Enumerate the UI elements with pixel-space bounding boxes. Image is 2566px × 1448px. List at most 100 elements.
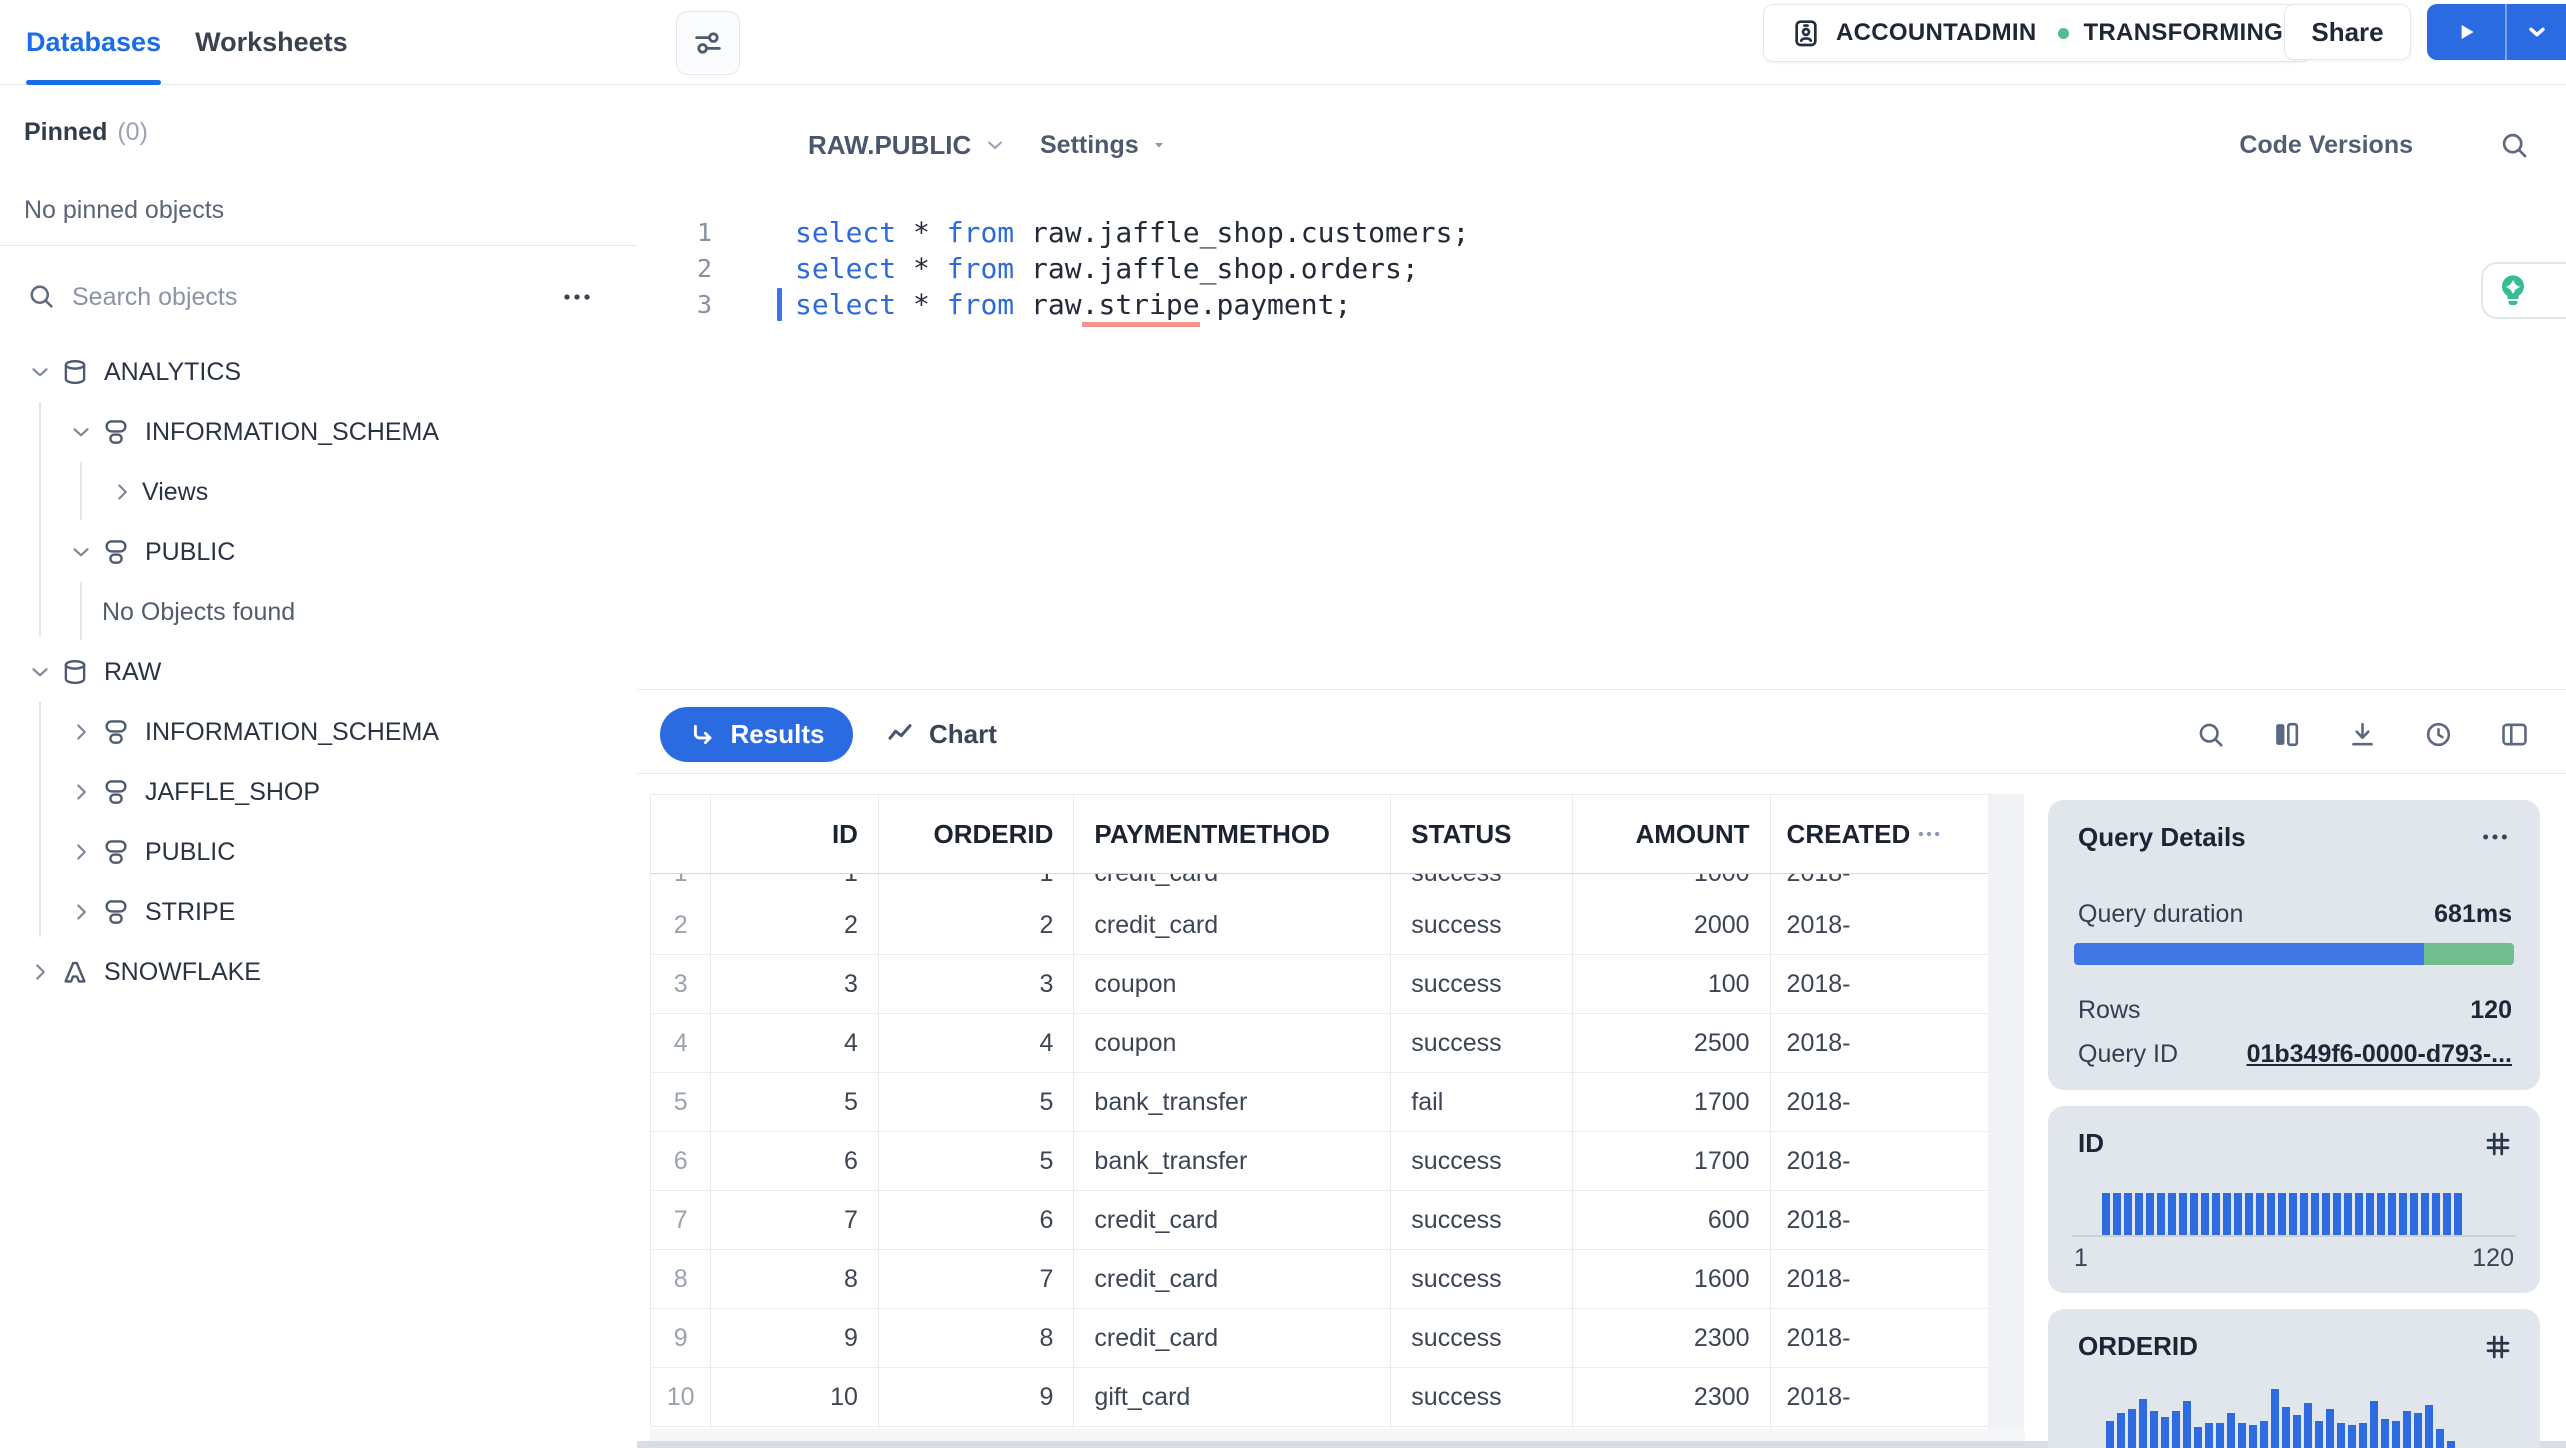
table-cell: 2018- (1786, 1087, 1851, 1116)
table-cell: 2300 (1573, 1368, 1771, 1426)
table-cell: success (1391, 1014, 1574, 1072)
app-icon (60, 957, 90, 987)
table-vertical-scrollbar[interactable] (1988, 794, 2024, 1430)
results-layout-button[interactable] (2492, 704, 2536, 764)
results-download-button[interactable] (2340, 704, 2384, 764)
database-schema-label: RAW.PUBLIC (808, 129, 972, 160)
settings-label: Settings (1040, 130, 1139, 159)
table-row[interactable]: 5 5 5 bank_transfer fail 1700 2018- (651, 1073, 1988, 1132)
editor-search-icon[interactable] (2498, 129, 2530, 161)
database-schema-selector[interactable]: RAW.PUBLIC (808, 118, 1007, 172)
line-number: 3 (696, 290, 712, 319)
share-button[interactable]: Share (2284, 4, 2411, 60)
table-row[interactable]: 2 2 2 credit_card success 2000 2018- (651, 896, 1988, 955)
table-row[interactable]: 4 4 4 coupon success 2500 2018- (651, 1014, 1988, 1073)
chevron-right-icon (61, 832, 101, 872)
settings-dropdown[interactable]: Settings (1040, 118, 1167, 172)
query-duration-row: Query duration 681ms (2078, 900, 2512, 929)
code-line[interactable]: 2 select * from raw.jaffle_shop.orders; (637, 251, 2476, 287)
table-header-cell: ORDERID (879, 795, 1075, 873)
worksheet-options-button[interactable] (676, 11, 740, 75)
query-id-link[interactable]: 01b349f6-0000-d793-... (2246, 1040, 2512, 1068)
query-details-title: Query Details (2078, 822, 2246, 852)
histogram-bar (2359, 1423, 2367, 1448)
results-history-button[interactable] (2416, 704, 2460, 764)
tree-item-stripe[interactable]: STRIPE (0, 882, 637, 942)
tree-item-views[interactable]: Views (0, 462, 637, 522)
chevron-down-icon (20, 352, 60, 392)
code-line[interactable]: 1 select * from raw.jaffle_shop.customers… (637, 215, 2476, 251)
pinned-label: Pinned (24, 117, 108, 146)
table-row[interactable]: 10 10 9 gift_card success 2300 2018- (651, 1368, 1988, 1427)
table-cell: 2 (651, 896, 712, 954)
table-cell: bank_transfer (1074, 1073, 1392, 1131)
table-row[interactable]: 7 7 6 credit_card success 600 2018- (651, 1191, 1988, 1250)
run-options-button[interactable] (2505, 4, 2566, 60)
table-cell: 1700 (1573, 1073, 1771, 1131)
table-row[interactable]: 8 8 7 credit_card success 1600 2018- (651, 1250, 1988, 1309)
hash-icon[interactable] (2482, 1331, 2514, 1363)
run-button[interactable] (2427, 4, 2505, 60)
table-cell: 6 (651, 1132, 712, 1190)
more-options-icon[interactable] (2478, 822, 2512, 852)
sidebar-tab-databases[interactable]: Databases (26, 0, 162, 85)
sidebar-divider (0, 245, 637, 246)
tree-item-label: SNOWFLAKE (104, 957, 261, 986)
table-cell: 9 (651, 1309, 712, 1367)
line-chart-icon (885, 720, 915, 750)
tree-item-information-schema[interactable]: INFORMATION_SCHEMA (0, 402, 637, 462)
histogram-bar (2348, 1425, 2356, 1448)
results-search-button[interactable] (2188, 704, 2232, 764)
histogram-bar (2278, 1193, 2286, 1235)
orderid-histogram[interactable] (2106, 1389, 2455, 1448)
tree-item-raw[interactable]: RAW (0, 642, 637, 702)
histogram-bar (2161, 1417, 2169, 1448)
top-toolbar: ACCOUNTADMIN TRANSFORMING Share (637, 0, 2566, 85)
tree-item-information-schema[interactable]: INFORMATION_SCHEMA (0, 702, 637, 762)
table-cell: 3 (711, 955, 879, 1013)
histogram-bar (2183, 1401, 2191, 1448)
tab-results[interactable]: Results (660, 707, 853, 762)
sidebar-tab-worksheets[interactable]: Worksheets (195, 0, 348, 84)
id-histogram[interactable] (2102, 1193, 2462, 1235)
tree-item-snowflake[interactable]: SNOWFLAKE (0, 942, 637, 1002)
histogram-bar (2355, 1193, 2363, 1235)
caret-down-icon (1151, 137, 1167, 153)
table-header-cell: ID (711, 795, 879, 873)
histogram-bar (2344, 1193, 2352, 1235)
more-options-icon[interactable] (561, 281, 593, 313)
histogram-bar (2256, 1193, 2264, 1235)
copilot-suggestion-pill[interactable]: 1 (2481, 262, 2566, 319)
column-menu-icon[interactable] (1914, 821, 1944, 847)
chevron-right-icon (61, 892, 101, 932)
sql-editor[interactable]: 1 select * from raw.jaffle_shop.customers… (637, 215, 2476, 327)
query-duration-bar (2074, 943, 2514, 965)
histogram-bar (2139, 1399, 2147, 1448)
histogram-bar (2366, 1193, 2374, 1235)
table-cell: success (1391, 1191, 1574, 1249)
table-row[interactable]: 6 6 5 bank_transfer success 1700 2018- (651, 1132, 1988, 1191)
code-line[interactable]: 3 select * from raw.stripe.payment; (637, 287, 2476, 327)
search-input[interactable] (70, 274, 454, 320)
table-cell: success (1391, 1132, 1574, 1190)
table-horizontal-scrollbar[interactable] (637, 1441, 2566, 1448)
code-text: select * from raw.jaffle_shop.orders; (795, 252, 1419, 285)
table-cell: 2018- (1786, 1382, 1851, 1411)
results-columns-button[interactable] (2264, 704, 2308, 764)
histogram-bar (2234, 1193, 2242, 1235)
table-row-1[interactable]: 111credit_cardsuccess10002018- (651, 874, 1988, 896)
histogram-bar (2454, 1193, 2462, 1235)
tab-chart[interactable]: Chart (885, 707, 997, 762)
context-selector-button[interactable]: ACCOUNTADMIN TRANSFORMING (1763, 4, 2311, 62)
table-row[interactable]: 9 9 8 credit_card success 2300 2018- (651, 1309, 1988, 1368)
tree-item-public[interactable]: PUBLIC (0, 522, 637, 582)
hash-icon[interactable] (2482, 1128, 2514, 1160)
tree-item-jaffle-shop[interactable]: JAFFLE_SHOP (0, 762, 637, 822)
database-icon (60, 357, 90, 387)
tree-item-public[interactable]: PUBLIC (0, 822, 637, 882)
tree-guide-line (39, 402, 41, 637)
code-versions-button[interactable]: Code Versions (2239, 130, 2413, 159)
sidebar-tab-label: Worksheets (195, 26, 348, 57)
table-row[interactable]: 3 3 3 coupon success 100 2018- (651, 955, 1988, 1014)
tree-item-analytics[interactable]: ANALYTICS (0, 342, 637, 402)
